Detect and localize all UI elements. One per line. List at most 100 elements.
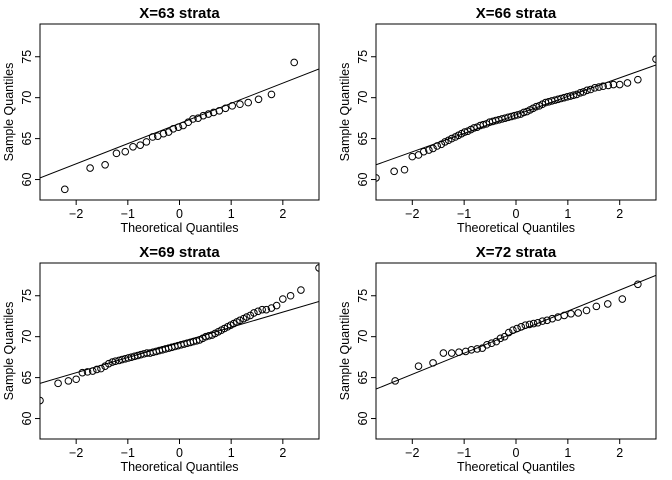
data-point [258, 305, 266, 314]
x-tick-label: −1 [121, 446, 135, 460]
data-point [267, 90, 276, 99]
data-point [604, 81, 613, 90]
data-point [439, 349, 448, 357]
plot-area [40, 58, 319, 194]
data-point [174, 123, 183, 131]
data-point [634, 280, 642, 289]
data-point [429, 144, 437, 153]
data-point [538, 317, 547, 325]
data-point [618, 295, 627, 303]
data-point [236, 316, 244, 325]
data-point [487, 339, 496, 348]
x-tick-label: 0 [513, 207, 520, 221]
data-point [97, 364, 105, 373]
plot-frame [39, 262, 320, 440]
data-point [61, 185, 69, 194]
data-point [483, 341, 491, 349]
x-axis-label: Theoretical Quantiles [457, 221, 575, 235]
x-tick-label: −1 [121, 207, 135, 221]
y-tick-label: 75 [356, 289, 370, 303]
y-axis-label: Sample Quantiles [2, 302, 16, 401]
data-point [517, 323, 525, 331]
y-tick-label: 65 [20, 132, 34, 146]
data-point [467, 345, 476, 354]
x-tick-label: 2 [279, 207, 286, 221]
data-point [400, 165, 409, 174]
panel-title: X=66 strata [476, 5, 557, 22]
data-point [504, 328, 513, 337]
y-tick-label: 60 [356, 173, 370, 187]
plot-area [376, 274, 656, 390]
data-point [595, 83, 603, 91]
data-point [473, 345, 481, 353]
data-point [567, 309, 575, 318]
data-point [519, 108, 528, 117]
data-point [447, 349, 456, 357]
y-tick-label: 60 [20, 412, 34, 426]
data-point [623, 79, 632, 87]
data-point [254, 95, 263, 104]
data-point [244, 98, 253, 107]
data-point [479, 120, 488, 129]
data-point [576, 88, 585, 97]
data-point [315, 264, 319, 272]
data-point [441, 138, 449, 146]
data-point [509, 326, 517, 334]
data-point [204, 110, 213, 118]
y-tick-label: 65 [356, 132, 370, 146]
x-tick-label: 2 [616, 446, 623, 460]
x-tick-label: 0 [513, 446, 520, 460]
data-point [242, 313, 251, 321]
x-tick-label: −1 [457, 446, 471, 460]
data-point [470, 124, 478, 132]
qq-panel-3: X=69 strata −2 −1 0 1 2 Theoretical Quantiles 6… [2, 244, 320, 474]
x-tick-label: −2 [405, 446, 419, 460]
y-axis-label: Sample Quantiles [338, 63, 352, 162]
data-point [419, 147, 428, 156]
qq-panel-4: X=72 strata −2 −1 0 1 2 Theoretical Quantiles 6… [338, 244, 657, 474]
data-point [129, 142, 137, 151]
data-point [569, 91, 578, 100]
data-point [408, 152, 417, 161]
x-tick-label: 2 [279, 446, 286, 460]
data-point [582, 306, 591, 315]
data-point [583, 86, 591, 95]
data-point [250, 309, 258, 317]
data-point [221, 104, 230, 113]
data-point [159, 129, 168, 138]
x-tick-label: −2 [69, 207, 83, 221]
y-axis-label: Sample Quantiles [338, 302, 352, 401]
data-point [592, 302, 601, 311]
data-point [88, 367, 97, 375]
data-point [199, 111, 208, 120]
data-point [104, 359, 113, 368]
data-point [513, 111, 522, 119]
data-point [78, 368, 87, 377]
data-point [40, 396, 44, 405]
data-point [279, 295, 287, 303]
data-point [461, 347, 470, 356]
y-tick-label: 70 [356, 91, 370, 105]
y-tick-label: 75 [356, 50, 370, 64]
plot-area [376, 55, 656, 182]
plot-area [40, 264, 319, 405]
data-point [548, 314, 557, 323]
panel-title: X=69 strata [139, 244, 220, 261]
data-point [574, 309, 583, 317]
data-point [414, 362, 423, 370]
y-tick-label: 70 [356, 330, 370, 344]
data-point [603, 300, 612, 308]
data-point [209, 108, 218, 117]
data-point [513, 324, 521, 333]
data-point [615, 80, 624, 89]
y-axis-label: Sample Quantiles [2, 63, 16, 162]
data-point [390, 167, 398, 176]
data-point [429, 359, 437, 367]
data-point [236, 100, 244, 109]
data-point [586, 85, 595, 94]
data-point [169, 124, 178, 133]
y-tick-label: 70 [20, 91, 34, 105]
data-point [228, 102, 236, 110]
y-tick-label: 60 [356, 412, 370, 426]
